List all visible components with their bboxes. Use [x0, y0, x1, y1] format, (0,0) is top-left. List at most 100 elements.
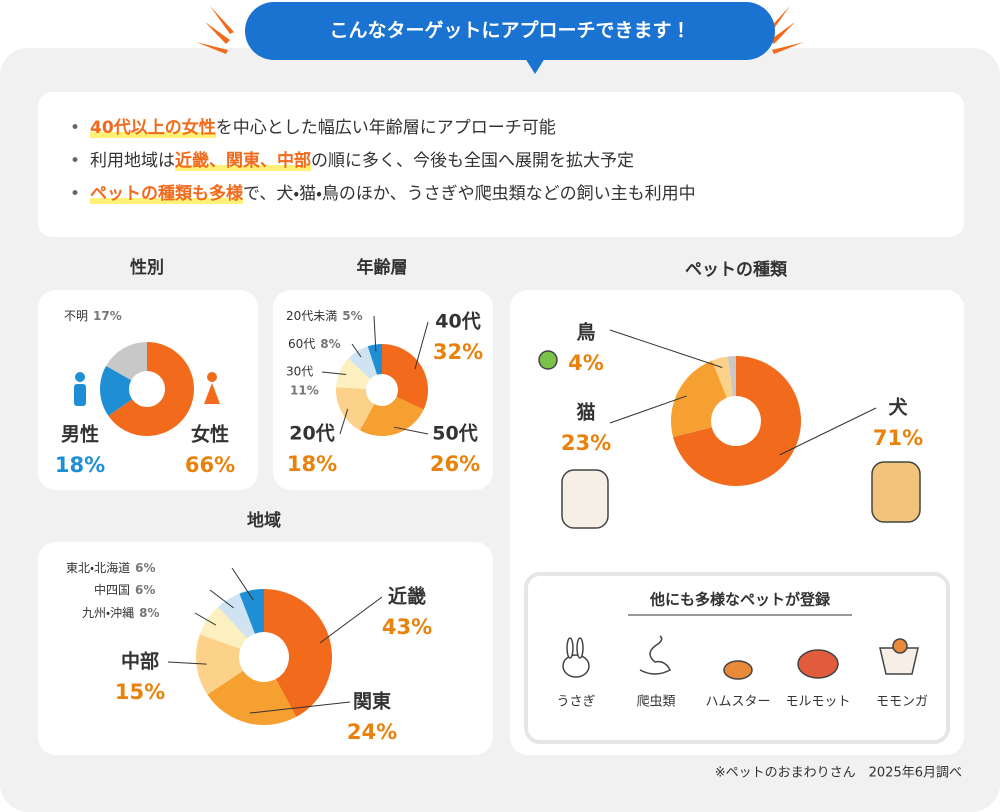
category-label: 関東 [353, 690, 391, 713]
leader-line [339, 408, 349, 435]
header-tail [525, 58, 545, 74]
category-label: 鳥 [576, 321, 595, 344]
category-label: 60代 [288, 337, 315, 351]
slice [673, 356, 801, 486]
other-pets-title: 他にも多様なペットが登録 [649, 591, 831, 609]
slice [108, 342, 194, 436]
label: 60代 8% [288, 337, 341, 351]
card [38, 290, 258, 490]
card [273, 290, 493, 490]
label: 中四国 6% [94, 582, 155, 597]
category-label: 女性 [191, 423, 229, 446]
slice [727, 356, 736, 397]
header-sparks [196, 6, 804, 54]
leader-line [319, 596, 383, 644]
value-label: 32% [433, 340, 483, 364]
category-label: 中四国 [94, 582, 130, 597]
pet-label: ハムスター [705, 695, 770, 710]
slice [199, 606, 248, 649]
leader-line [779, 407, 877, 456]
category-label: 猫 [576, 401, 595, 424]
header-pill [245, 2, 775, 60]
slice [239, 589, 264, 634]
leader-line [609, 395, 687, 424]
bullet-text: を中心とした幅広い年齢層にアプローチ可能 [215, 118, 556, 138]
pet-label: うさぎ [556, 695, 595, 710]
value-label: 18% [55, 453, 105, 477]
value-label: 66% [185, 453, 235, 477]
leader-line [609, 329, 723, 368]
label: 東北・北海道 6% [66, 561, 155, 575]
slice [336, 387, 375, 431]
bullet-text: 40代以上の女性 [90, 118, 216, 138]
leader-line [393, 426, 429, 435]
slice [264, 589, 332, 717]
pet-label: モモンガ [876, 695, 928, 710]
value-label: 43% [382, 615, 432, 639]
value-label: 26% [430, 452, 480, 476]
bullet-text: で、犬・猫・鳥のほか、うさぎや爬虫類などの飼い主も利用中 [243, 184, 696, 204]
category-label: 40代 [435, 311, 480, 333]
header-title: こんなターゲットにアプローチできます！ [329, 19, 690, 42]
category-label: 30代 [286, 365, 313, 379]
slice [367, 344, 382, 375]
bullet-text: の順に多く、今後も全国へ展開を拡大予定 [311, 151, 635, 171]
label: 九州・沖縄 8% [82, 606, 159, 620]
chart-title: 地域 [247, 510, 281, 531]
card [38, 542, 493, 755]
label: 不明 17% [64, 309, 122, 323]
category-label: 近畿 [388, 585, 426, 608]
category-label: 不明 [64, 309, 88, 323]
slice [106, 342, 147, 381]
value-label: 8% [320, 337, 340, 351]
category-label: 50代 [432, 423, 477, 445]
pet-label: モルモット [785, 695, 850, 710]
value-label: 71% [873, 426, 923, 450]
category-label: 中部 [121, 650, 159, 673]
bullet-text: ペットの種類も多様 [90, 184, 244, 204]
bullet: ペットの種類も多様で、犬・猫・鳥のほか、うさぎや爬虫類などの飼い主も利用中 [70, 178, 950, 211]
leader-line [231, 567, 254, 601]
value-label: 4% [568, 351, 604, 375]
slice [196, 634, 244, 695]
chart-title: 年齢層 [357, 257, 408, 278]
leader-line [321, 371, 347, 375]
leader-line [414, 321, 429, 370]
slice [207, 670, 297, 725]
category-label: 犬 [888, 396, 908, 419]
category-label: 20代未満 [286, 309, 337, 323]
bullet: 40代以上の女性を中心とした幅広い年齢層にアプローチ可能 [70, 112, 950, 145]
slice [359, 396, 424, 437]
leader-line [249, 701, 351, 714]
leader-line [351, 343, 362, 358]
slice [671, 360, 727, 438]
pet-label: 爬虫類 [636, 695, 675, 710]
icons [74, 350, 921, 680]
value-label: 6% [135, 561, 155, 575]
bullets: 40代以上の女性を中心とした幅広い年齢層にアプローチ可能利用地域は近畿、関東、中… [70, 112, 950, 211]
value-label: 23% [561, 431, 611, 455]
bullet-text: 利用地域は [90, 151, 176, 171]
value-label: 18% [287, 452, 337, 476]
slice [218, 593, 255, 639]
value-label: 8% [139, 606, 159, 620]
value-label: 15% [115, 680, 165, 704]
leader-line [167, 661, 207, 665]
footnote: ※ペットのおまわりさん 2025年6月調べ [715, 766, 962, 781]
label: 20代未満 5% [286, 309, 363, 323]
category-label: 東北・北海道 [66, 561, 130, 575]
category-label: 20代 [289, 423, 334, 445]
slice [712, 356, 733, 398]
slice [382, 344, 428, 410]
bullet-text: 近畿、関東、中部 [175, 151, 312, 171]
value-label: 11% [290, 384, 319, 398]
value-label: 17% [93, 309, 122, 323]
category-label: 男性 [61, 423, 99, 446]
slice [100, 365, 133, 416]
category-label: 九州・沖縄 [82, 606, 134, 620]
leader-line [194, 612, 217, 626]
leader-line [209, 589, 234, 609]
slice [348, 346, 378, 380]
value-label: 24% [347, 720, 397, 744]
